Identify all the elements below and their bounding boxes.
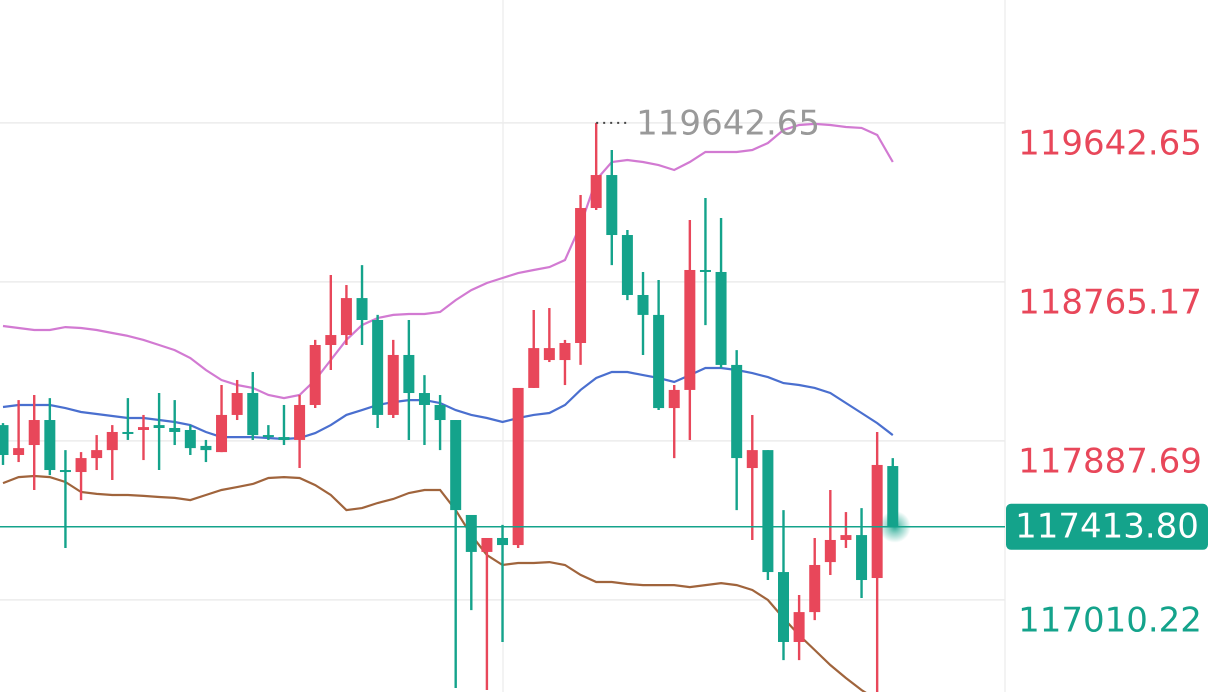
candle-body bbox=[44, 420, 56, 471]
band-line bbox=[2, 366, 894, 441]
candle-body bbox=[528, 348, 540, 388]
y-tick-label: 117010.22 bbox=[1018, 600, 1202, 640]
candle-body bbox=[746, 450, 758, 469]
band-line bbox=[2, 474, 867, 692]
candle-body bbox=[871, 464, 883, 579]
candle-body bbox=[340, 298, 352, 336]
candle-body bbox=[606, 175, 618, 236]
candle-body bbox=[356, 298, 368, 320]
candle-body bbox=[512, 387, 524, 546]
candle-body bbox=[0, 425, 9, 455]
candle-body bbox=[856, 535, 868, 581]
candle-body bbox=[575, 208, 587, 344]
candle-body bbox=[278, 437, 290, 440]
candle-body bbox=[450, 420, 462, 511]
candle-body bbox=[122, 431, 134, 434]
candle-body bbox=[668, 389, 680, 409]
candle-body bbox=[403, 354, 415, 394]
candle-body bbox=[621, 235, 633, 295]
candle-body bbox=[153, 425, 165, 428]
candle-body bbox=[13, 448, 25, 455]
candle-body bbox=[387, 354, 399, 415]
price-axis: 119642.65 118765.17 117887.69 117010.22 1174… bbox=[1006, 123, 1208, 640]
candle-body bbox=[169, 427, 181, 432]
candle-body bbox=[294, 404, 306, 440]
candle-body bbox=[59, 470, 71, 473]
last-price-glow bbox=[878, 510, 911, 543]
candle-body bbox=[497, 537, 509, 546]
candle-body bbox=[184, 429, 196, 449]
candle-body bbox=[715, 271, 727, 365]
candle-body bbox=[372, 319, 384, 415]
candle-body bbox=[793, 612, 805, 642]
candle-body bbox=[653, 314, 665, 409]
candle-body bbox=[28, 420, 40, 446]
candle-body bbox=[887, 466, 899, 527]
candle-body bbox=[465, 514, 477, 552]
candle-body bbox=[559, 343, 571, 361]
candle-body bbox=[824, 539, 836, 563]
band-line bbox=[2, 122, 894, 400]
last-price-tag bbox=[1006, 503, 1208, 550]
candle-body bbox=[778, 572, 789, 642]
candle-body bbox=[75, 458, 87, 473]
candle-body bbox=[200, 445, 212, 451]
candle-body bbox=[309, 345, 321, 405]
y-tick-label: 118765.17 bbox=[1018, 282, 1202, 322]
y-tick-label: 117887.69 bbox=[1018, 441, 1202, 481]
plot-area bbox=[0, 122, 899, 692]
candle-body bbox=[247, 393, 259, 436]
candle-body bbox=[231, 393, 243, 415]
candle-body bbox=[91, 450, 103, 459]
candle-body bbox=[637, 294, 649, 315]
y-tick-label: 119642.65 bbox=[1018, 123, 1202, 163]
last-price-label: 117413.80 bbox=[1015, 506, 1199, 546]
candle-body bbox=[216, 414, 228, 453]
candle-body bbox=[699, 269, 711, 272]
candle-body bbox=[809, 564, 821, 613]
candle-body bbox=[418, 393, 430, 405]
candle-body bbox=[543, 348, 555, 361]
candle-body bbox=[262, 435, 274, 438]
candle-body bbox=[325, 335, 337, 346]
high-label: 119642.65 bbox=[636, 103, 820, 143]
candle-body bbox=[840, 535, 852, 540]
candle-body bbox=[481, 537, 493, 552]
candle-body bbox=[106, 431, 118, 451]
candle-body bbox=[762, 450, 774, 573]
candle-body bbox=[684, 269, 696, 390]
candle-body bbox=[434, 404, 446, 421]
candle-body bbox=[137, 427, 149, 430]
candle-body bbox=[590, 175, 602, 209]
candle-body bbox=[731, 364, 743, 459]
